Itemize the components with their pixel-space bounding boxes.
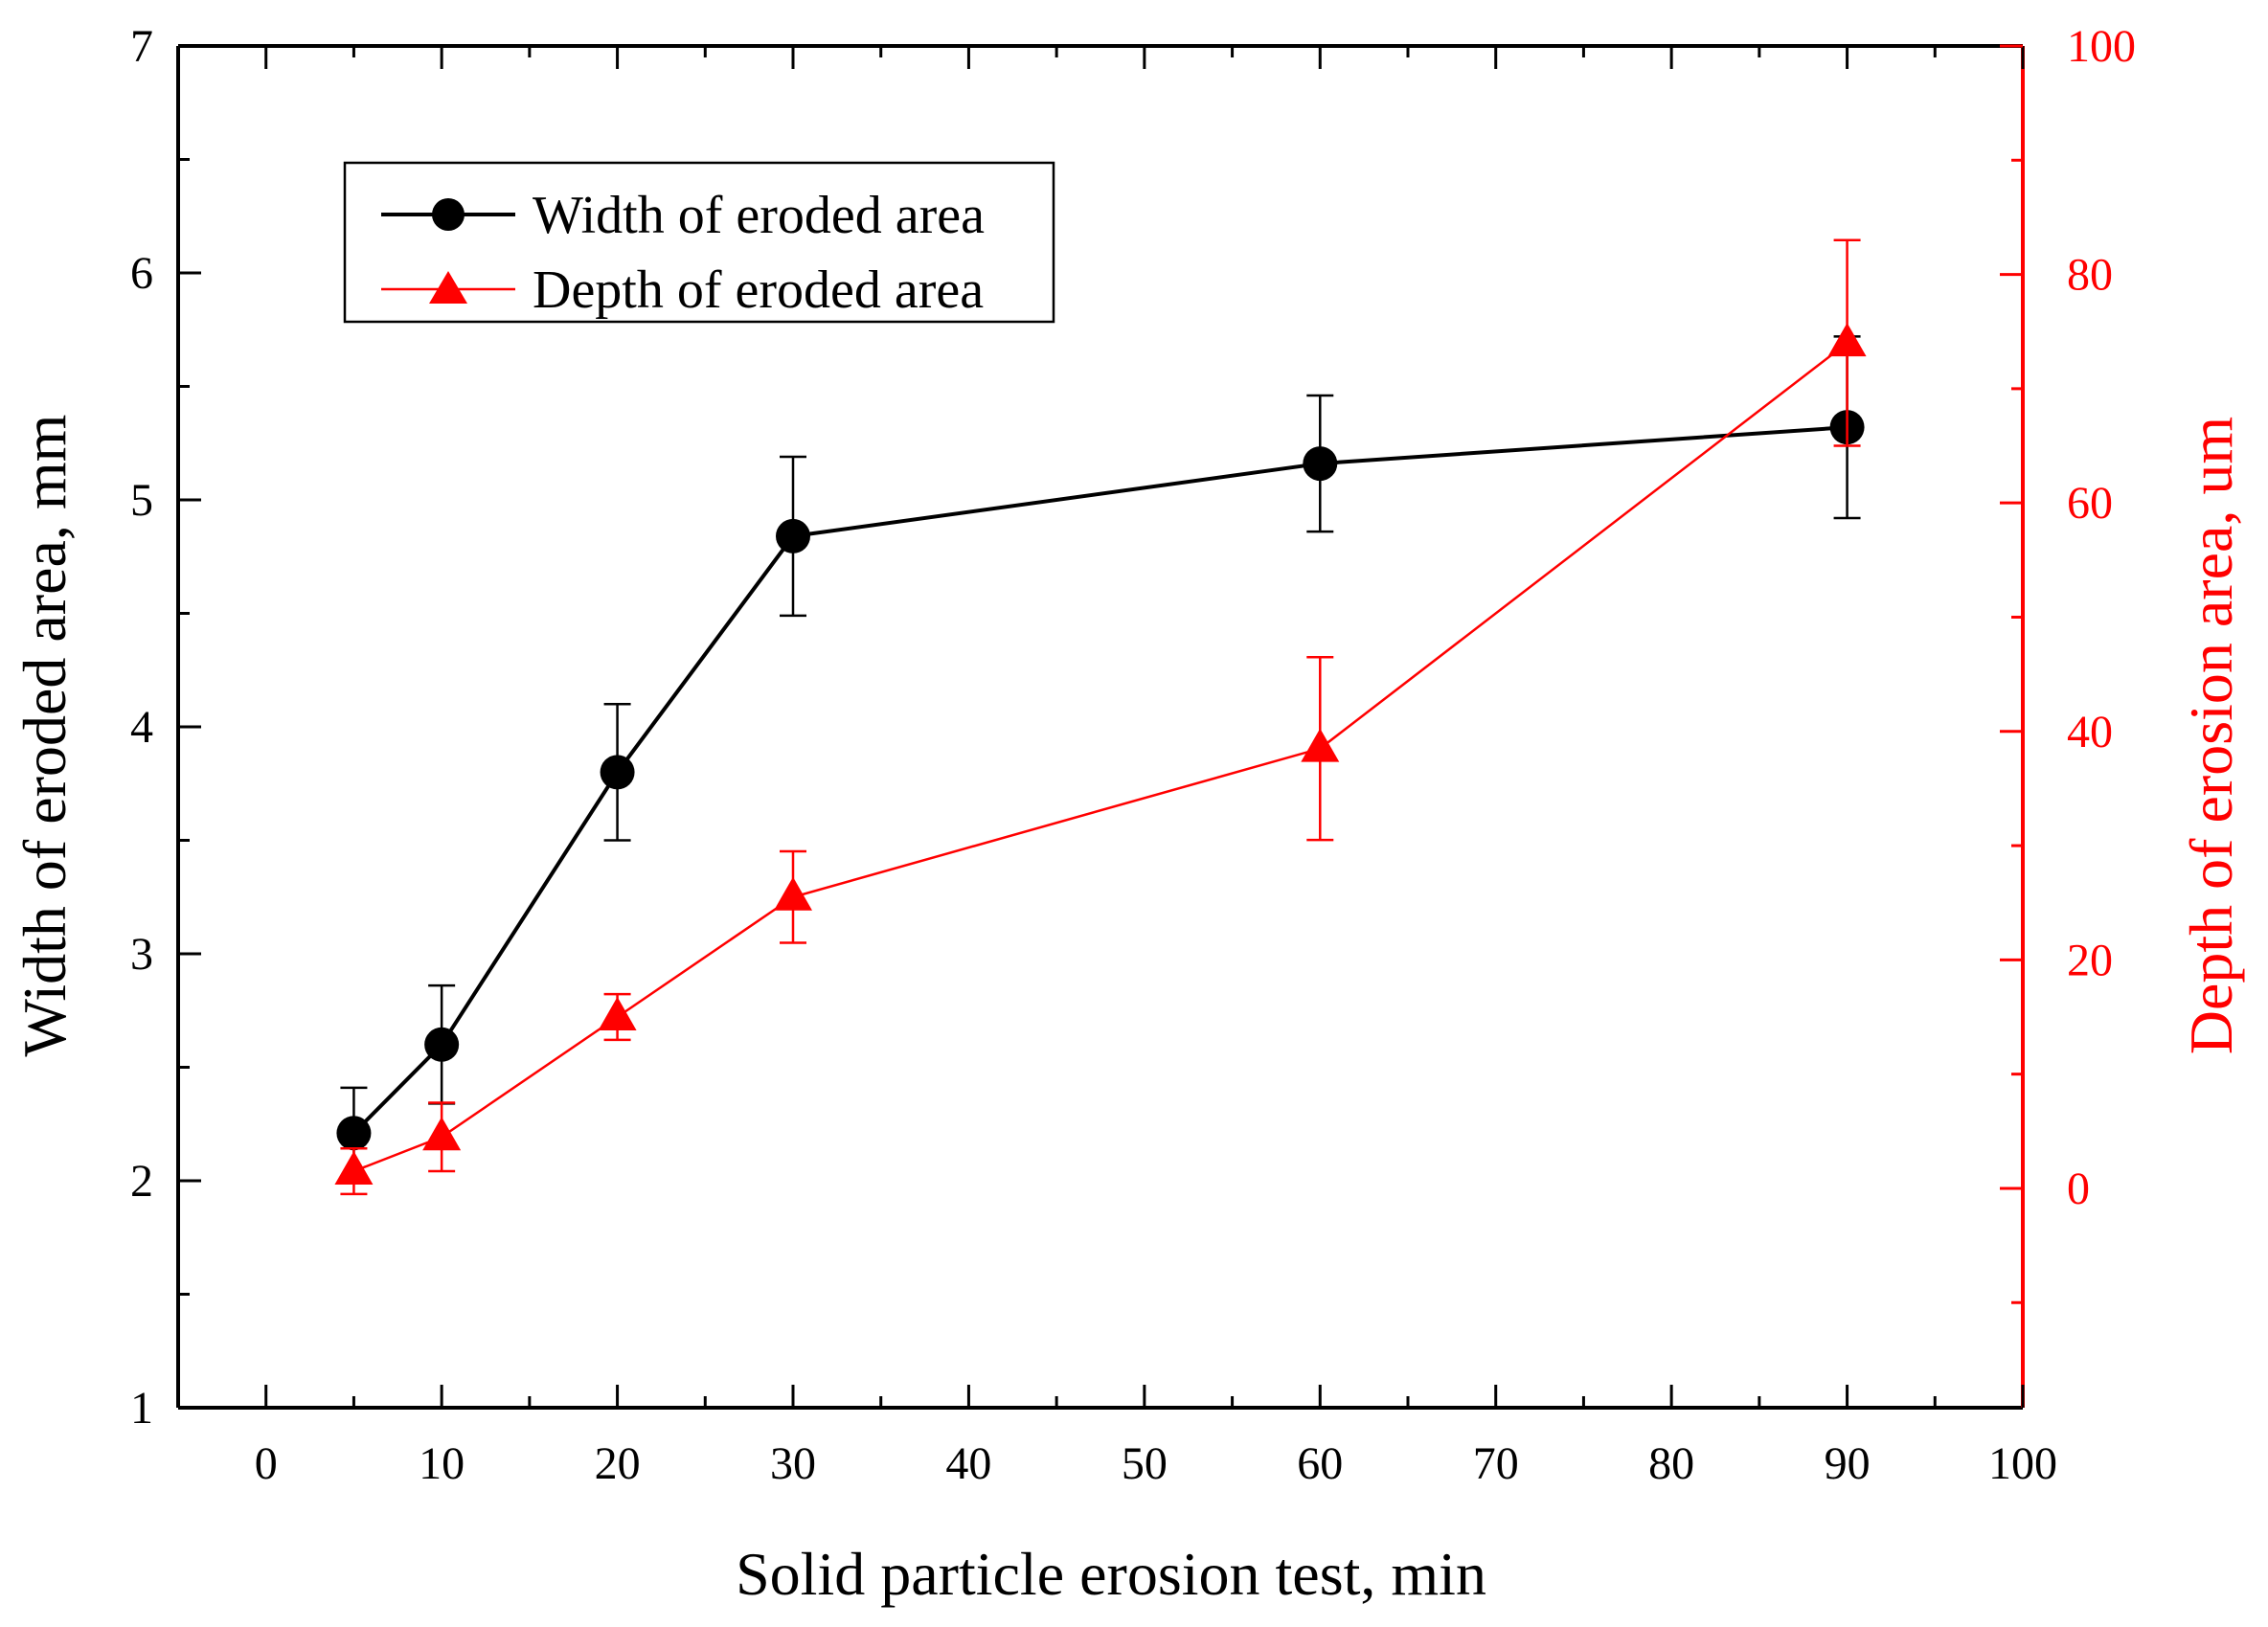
right-y-axis-title: Depth of erosion area, um bbox=[2177, 417, 2245, 1054]
data-point bbox=[334, 1151, 374, 1186]
left-y-axis-title: Width of eroded area, mm bbox=[11, 415, 79, 1057]
series-line bbox=[352, 342, 1848, 1173]
series-line bbox=[352, 425, 1848, 1135]
right-y-tick-label: 0 bbox=[2067, 1164, 2090, 1214]
x-tick-label: 0 bbox=[255, 1438, 278, 1489]
data-point bbox=[424, 1027, 460, 1062]
x-tick-label: 90 bbox=[1825, 1438, 1871, 1489]
x-tick-label: 70 bbox=[1473, 1438, 1519, 1489]
x-tick-label: 30 bbox=[770, 1438, 816, 1489]
legend-width-label: Width of eroded area bbox=[533, 186, 985, 245]
x-tick-label: 40 bbox=[945, 1438, 991, 1489]
data-point bbox=[1301, 728, 1340, 762]
axes-layer: 0 10 20 30 40 50 60 70 80 90 100123456702040608010… bbox=[130, 21, 2136, 1489]
x-axis-title: Solid particle erosion test, min bbox=[736, 1540, 1486, 1608]
data-point bbox=[422, 1117, 462, 1151]
data-point bbox=[776, 518, 810, 554]
x-tick-label: 10 bbox=[419, 1438, 465, 1489]
right-y-tick-label: 80 bbox=[2067, 250, 2113, 301]
legend-box bbox=[343, 161, 1055, 324]
left-y-tick-label: 7 bbox=[130, 21, 153, 72]
series-width bbox=[336, 335, 1865, 1180]
series-layer bbox=[334, 238, 1867, 1196]
x-tick-label: 80 bbox=[1648, 1438, 1694, 1489]
legend-width-marker bbox=[432, 198, 465, 231]
legend-depth-label: Depth of eroded area bbox=[533, 260, 984, 320]
left-y-tick-label: 4 bbox=[130, 702, 153, 753]
right-y-tick-label: 40 bbox=[2067, 707, 2113, 757]
right-y-tick-label: 60 bbox=[2067, 478, 2113, 529]
series-depth bbox=[334, 238, 1867, 1196]
right-y-tick-label: 100 bbox=[2067, 21, 2136, 72]
x-tick-label: 20 bbox=[595, 1438, 641, 1489]
data-point bbox=[336, 1116, 372, 1151]
legend-depth-marker bbox=[429, 271, 467, 304]
data-point bbox=[598, 997, 637, 1031]
left-y-tick-label: 6 bbox=[130, 248, 153, 299]
left-y-tick-label: 2 bbox=[130, 1156, 153, 1207]
data-point bbox=[774, 876, 812, 911]
data-point bbox=[600, 755, 635, 790]
left-y-tick-label: 1 bbox=[130, 1383, 153, 1434]
x-tick-label: 100 bbox=[1988, 1438, 2057, 1489]
data-point bbox=[1303, 446, 1338, 482]
left-y-tick-label: 3 bbox=[130, 929, 153, 980]
left-y-tick-label: 5 bbox=[130, 475, 153, 526]
x-tick-label: 50 bbox=[1122, 1438, 1168, 1489]
legend: Width of eroded area Depth of eroded are… bbox=[343, 161, 1055, 324]
right-y-tick-label: 20 bbox=[2067, 935, 2113, 985]
x-tick-label: 60 bbox=[1297, 1438, 1343, 1489]
data-point bbox=[1827, 323, 1867, 357]
